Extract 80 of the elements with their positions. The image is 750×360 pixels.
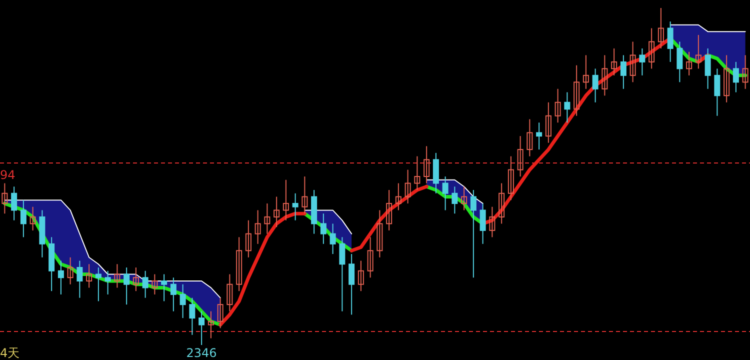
candlestick (358, 260, 364, 292)
candlestick (508, 156, 514, 201)
candlestick (302, 176, 308, 214)
annotation: 94 (0, 168, 16, 182)
candlestick (582, 54, 589, 90)
candlestick (208, 310, 214, 339)
candlestick (432, 152, 439, 194)
candlestick (86, 264, 92, 288)
candlestick (114, 264, 120, 288)
candlestick (226, 274, 233, 312)
candlestick (20, 200, 26, 238)
candlestick (30, 206, 36, 231)
candlestick (536, 122, 542, 150)
candlestick (639, 48, 646, 76)
candlestick (424, 146, 430, 184)
candlestick (274, 196, 280, 228)
candlestick (489, 206, 496, 238)
candlestick (282, 179, 289, 221)
candlestick (742, 54, 748, 90)
candlestick (11, 186, 18, 221)
candlestick (714, 68, 720, 116)
candlestick (104, 270, 111, 295)
text: 4天 (0, 346, 20, 360)
candlestick (620, 54, 626, 90)
candlestick (648, 28, 655, 70)
candlestick (545, 102, 552, 144)
candlestick (452, 186, 458, 214)
candlestick (339, 236, 346, 312)
candlestick (170, 277, 176, 312)
candlestick (330, 223, 336, 255)
candlestick (348, 254, 355, 316)
candlestick (442, 176, 448, 211)
candlestick (554, 88, 561, 124)
candlestick (395, 182, 402, 211)
candlestick (386, 189, 392, 231)
candlestick (480, 202, 486, 244)
candlestick (676, 41, 683, 83)
candlestick (245, 220, 252, 258)
candlestick (574, 64, 580, 116)
candlestick (404, 169, 411, 204)
candlestick (611, 48, 618, 76)
candlestick (732, 61, 739, 93)
candlestick (686, 51, 692, 76)
candlestick (658, 8, 664, 49)
candlestick (95, 266, 102, 302)
candlestick (132, 266, 139, 292)
candlestick (367, 236, 374, 278)
candlestick (180, 284, 186, 319)
candlestick (470, 189, 476, 278)
candlestick (58, 260, 64, 295)
candlestick (124, 266, 130, 306)
candlestick (724, 54, 730, 103)
candlestick (76, 260, 83, 298)
candlestick (498, 182, 505, 224)
candlestick (564, 92, 570, 124)
candlestick (630, 41, 636, 83)
candlestick (217, 297, 224, 329)
candlestick (414, 156, 420, 190)
candlestick (695, 34, 702, 70)
candlestick (592, 68, 598, 103)
candlestick (236, 236, 242, 292)
candlestick (161, 274, 168, 302)
candlestick (376, 210, 383, 258)
candlestick (526, 118, 533, 157)
candlestick (67, 256, 74, 285)
candlestick (602, 54, 608, 96)
candlestick (461, 186, 468, 211)
candlestick (152, 274, 158, 295)
candlestick (704, 48, 711, 90)
candlestick (254, 210, 261, 244)
candlestick (292, 192, 298, 221)
annotation: 2346 (186, 346, 217, 360)
candlestick (667, 20, 674, 62)
candlestick (517, 136, 524, 177)
candlestick (264, 202, 270, 234)
candlestick (189, 297, 196, 336)
candlestick (320, 213, 326, 244)
candlestick (198, 310, 205, 346)
candlestick (2, 182, 8, 214)
candlestick (142, 270, 148, 298)
